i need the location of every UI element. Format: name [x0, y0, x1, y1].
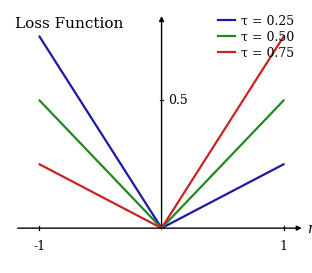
Text: r: r — [307, 222, 312, 236]
Text: 1: 1 — [280, 240, 288, 253]
Text: 0.5: 0.5 — [168, 94, 188, 107]
Text: -1: -1 — [33, 240, 46, 253]
Legend: τ = 0.25, τ = 0.50, τ = 0.75: τ = 0.25, τ = 0.50, τ = 0.75 — [212, 10, 300, 65]
Text: Loss Function: Loss Function — [15, 17, 123, 31]
